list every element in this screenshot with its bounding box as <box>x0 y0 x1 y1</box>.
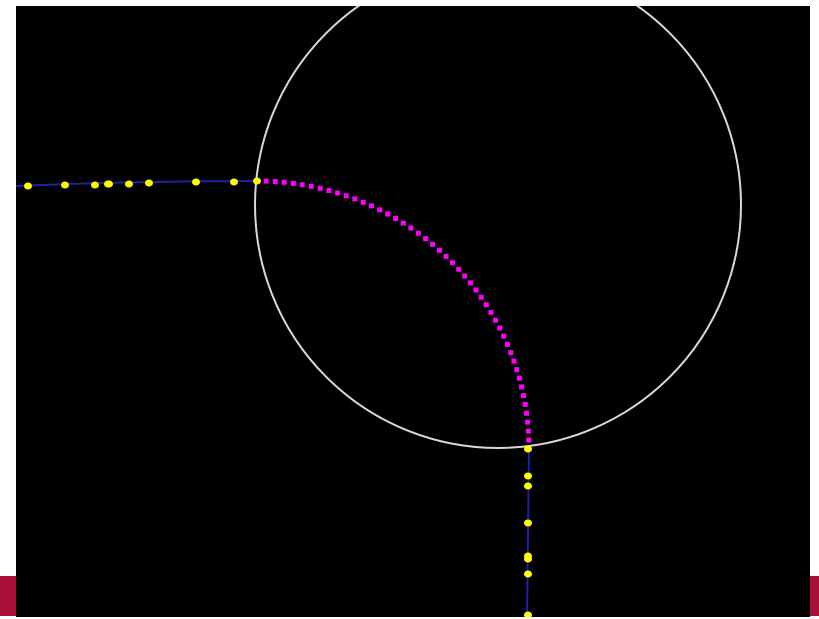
arc-point <box>377 207 383 213</box>
arc-point <box>263 178 269 184</box>
horizontal-road-line <box>16 180 258 187</box>
arc-point <box>473 287 479 293</box>
waypoint <box>91 181 99 189</box>
arc-point <box>522 401 528 407</box>
turn-circle <box>254 6 742 449</box>
arc-point <box>385 211 391 217</box>
waypoint <box>524 555 532 563</box>
arc-point <box>408 225 414 231</box>
waypoint <box>192 178 200 186</box>
arc-point <box>521 393 526 399</box>
waypoint-group <box>24 177 532 617</box>
arc-point <box>508 350 514 356</box>
waypoint <box>524 445 532 453</box>
arc-point <box>360 199 366 205</box>
arc-point <box>430 241 436 247</box>
arc-point <box>514 367 520 373</box>
arc-point <box>511 358 517 364</box>
arc-point <box>369 203 374 209</box>
waypoint <box>145 179 153 187</box>
arc-point <box>462 273 468 279</box>
waypoint <box>524 519 532 527</box>
arc-point <box>478 294 484 300</box>
arc-point <box>450 260 455 266</box>
waypoint <box>524 482 532 490</box>
arc-point <box>272 179 278 185</box>
waypoint <box>125 180 133 188</box>
arc-point <box>525 419 531 425</box>
waypoint <box>230 178 238 186</box>
arc-point <box>437 247 442 253</box>
arc-point <box>488 309 494 315</box>
arc-point <box>526 437 532 443</box>
arc-point <box>290 180 296 186</box>
waypoint <box>524 570 532 578</box>
waypoint <box>524 611 532 617</box>
arc-point <box>443 253 449 259</box>
waypoint <box>253 177 261 185</box>
arc-point <box>343 193 349 199</box>
waypoint <box>24 182 32 190</box>
waypoint <box>104 180 112 188</box>
arc-point <box>483 302 489 308</box>
arc-point <box>516 375 522 381</box>
arc-point <box>317 185 323 191</box>
arc-point <box>504 341 510 347</box>
arc-point <box>335 190 341 196</box>
arc-point <box>456 266 462 272</box>
canvas-panel[interactable] <box>16 6 810 617</box>
waypoint <box>61 181 69 189</box>
arc-point <box>525 428 531 434</box>
arc-point <box>497 325 503 331</box>
arc-point <box>415 230 421 236</box>
arc-point <box>519 384 525 390</box>
arc-point <box>299 182 305 188</box>
path-diagram <box>16 6 742 617</box>
arc-point <box>326 188 332 193</box>
arc-point <box>308 183 314 189</box>
arc-point <box>393 215 399 221</box>
arc-point-group <box>254 178 532 452</box>
arc-point <box>493 317 498 323</box>
arc-point <box>352 196 358 202</box>
arc-point <box>524 410 530 416</box>
waypoint <box>524 472 532 480</box>
arc-point <box>281 179 287 185</box>
arc-point <box>468 280 473 286</box>
arc-point <box>423 236 429 242</box>
arc-point <box>501 333 507 339</box>
arc-point <box>400 220 406 226</box>
